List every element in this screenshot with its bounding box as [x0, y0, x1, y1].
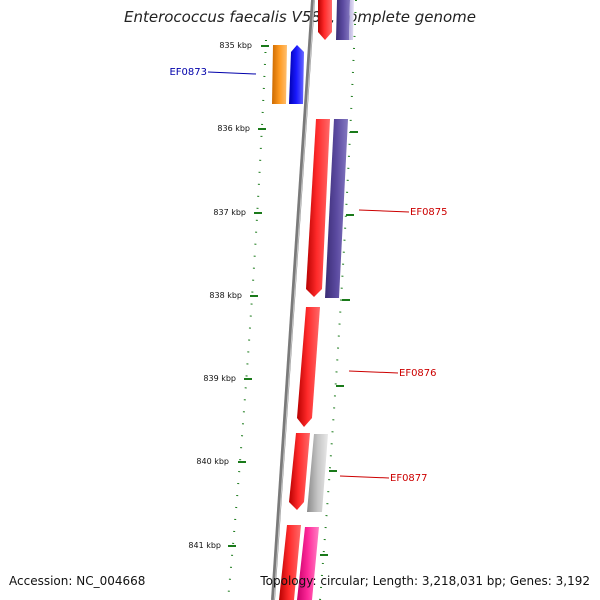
tick-label-840: 840 kbp — [196, 457, 229, 466]
tick-label-838: 838 kbp — [209, 291, 242, 300]
outer-dotted-track — [319, 0, 357, 600]
genome-summary-text: Topology: circular; Length: 3,218,031 bp… — [260, 574, 590, 588]
gene-feature-ef0875[interactable] — [325, 119, 348, 298]
gene-label-ef0877[interactable]: EF0877 — [390, 473, 428, 484]
gene-feature-ef0877[interactable] — [307, 434, 328, 512]
leader-line-ef0875 — [358, 209, 410, 213]
gene-feature-ef0873[interactable] — [289, 45, 304, 104]
genome-backbone-highlight — [273, 0, 315, 600]
gene-feature[interactable] — [279, 525, 301, 600]
gene-feature[interactable] — [318, 0, 332, 40]
gene-feature-orange[interactable] — [272, 45, 287, 104]
gene-feature[interactable] — [289, 433, 310, 510]
tick-label-835: 835 kbp — [219, 41, 252, 50]
map-title: Enterococcus faecalis V583, complete gen… — [123, 8, 477, 26]
leader-line-ef0877 — [339, 475, 390, 479]
gene-feature[interactable] — [306, 119, 330, 297]
scale-ticks: 835 kbp 836 kbp 837 kbp 838 kbp 839 kbp … — [188, 41, 358, 556]
tick-label-837: 837 kbp — [213, 208, 246, 217]
leader-line-ef0873 — [207, 71, 257, 75]
tick-label-836: 836 kbp — [217, 124, 250, 133]
tick-label-841: 841 kbp — [188, 541, 221, 550]
tick-label-839: 839 kbp — [203, 374, 236, 383]
leader-line-ef0876 — [348, 370, 399, 374]
gene-feature[interactable] — [336, 0, 350, 40]
genome-backbone — [271, 0, 315, 600]
gene-feature[interactable] — [349, 0, 354, 40]
gene-label-ef0876[interactable]: EF0876 — [399, 368, 437, 379]
accession-text: Accession: NC_004668 — [9, 574, 146, 588]
gene-feature-ef0876[interactable] — [297, 307, 320, 427]
gene-label-ef0875[interactable]: EF0875 — [410, 207, 448, 218]
gene-feature[interactable] — [297, 527, 319, 600]
gene-label-ef0873[interactable]: EF0873 — [169, 67, 207, 78]
